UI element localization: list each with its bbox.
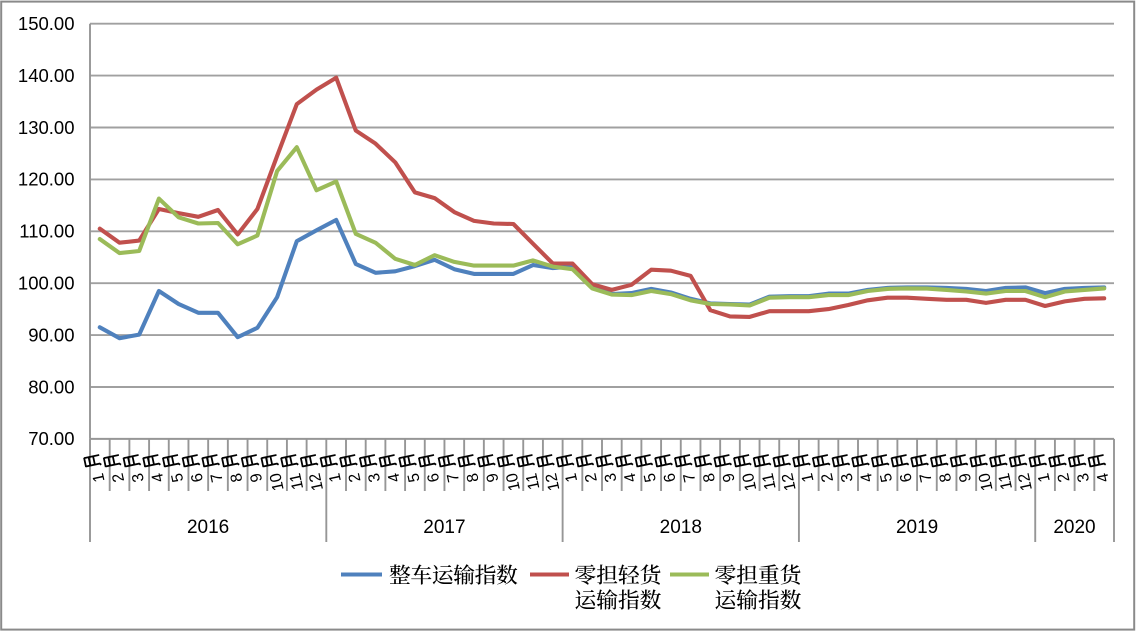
svg-text:2020: 2020 — [1053, 517, 1095, 538]
svg-text:5: 5 — [641, 471, 659, 483]
svg-text:80.00: 80.00 — [28, 376, 74, 397]
svg-text:5: 5 — [169, 471, 187, 483]
svg-text:2: 2 — [1055, 471, 1073, 483]
svg-text:11: 11 — [996, 471, 1016, 491]
svg-text:9: 9 — [957, 471, 975, 483]
svg-text:12: 12 — [307, 471, 327, 492]
svg-text:4: 4 — [149, 471, 167, 483]
svg-text:11: 11 — [760, 471, 780, 491]
svg-text:10: 10 — [976, 471, 996, 492]
svg-text:10: 10 — [267, 471, 287, 492]
svg-text:1: 1 — [90, 471, 108, 483]
svg-text:3: 3 — [838, 471, 856, 483]
svg-text:7: 7 — [917, 471, 935, 483]
svg-text:6: 6 — [425, 471, 443, 483]
svg-text:2016: 2016 — [187, 517, 229, 538]
svg-text:7: 7 — [445, 471, 463, 483]
svg-text:10: 10 — [504, 471, 524, 492]
svg-text:11: 11 — [287, 471, 307, 491]
svg-text:2019: 2019 — [896, 517, 938, 538]
svg-text:1: 1 — [326, 471, 344, 483]
svg-text:8: 8 — [228, 471, 246, 483]
svg-text:8: 8 — [464, 471, 482, 483]
svg-text:100.00: 100.00 — [18, 273, 75, 294]
svg-text:7: 7 — [681, 471, 699, 483]
svg-text:4: 4 — [622, 471, 640, 483]
svg-text:70.00: 70.00 — [28, 428, 74, 449]
svg-text:9: 9 — [720, 471, 738, 483]
svg-text:4: 4 — [1094, 471, 1112, 483]
svg-text:12: 12 — [1016, 471, 1036, 492]
svg-text:2018: 2018 — [660, 517, 702, 538]
svg-text:140.00: 140.00 — [18, 65, 75, 86]
svg-text:2017: 2017 — [423, 517, 465, 538]
svg-text:3: 3 — [1075, 471, 1093, 483]
svg-text:3: 3 — [366, 471, 384, 483]
svg-text:5: 5 — [405, 471, 423, 483]
svg-text:8: 8 — [937, 471, 955, 483]
svg-text:4: 4 — [858, 471, 876, 483]
svg-text:9: 9 — [248, 471, 266, 483]
svg-text:110.00: 110.00 — [19, 221, 74, 242]
svg-text:1: 1 — [799, 471, 817, 483]
svg-text:3: 3 — [602, 471, 620, 483]
svg-text:2: 2 — [346, 471, 364, 483]
svg-text:2: 2 — [110, 471, 128, 483]
svg-text:5: 5 — [878, 471, 896, 483]
svg-text:90.00: 90.00 — [28, 324, 74, 345]
svg-text:120.00: 120.00 — [18, 169, 75, 190]
svg-text:3: 3 — [129, 471, 147, 483]
svg-text:6: 6 — [661, 471, 679, 483]
svg-text:8: 8 — [701, 471, 719, 483]
svg-text:12: 12 — [543, 471, 563, 492]
svg-text:6: 6 — [897, 471, 915, 483]
svg-text:12: 12 — [779, 471, 799, 492]
svg-text:130.00: 130.00 — [18, 117, 75, 138]
svg-text:150.00: 150.00 — [18, 13, 75, 34]
svg-text:6: 6 — [189, 471, 207, 483]
svg-text:10: 10 — [740, 471, 760, 492]
svg-text:7: 7 — [208, 471, 226, 483]
svg-text:4: 4 — [385, 471, 403, 483]
svg-text:11: 11 — [523, 471, 543, 491]
svg-text:9: 9 — [484, 471, 502, 483]
svg-text:1: 1 — [1035, 471, 1053, 483]
svg-text:2: 2 — [819, 471, 837, 483]
svg-text:2: 2 — [582, 471, 600, 483]
svg-text:1: 1 — [563, 471, 581, 483]
